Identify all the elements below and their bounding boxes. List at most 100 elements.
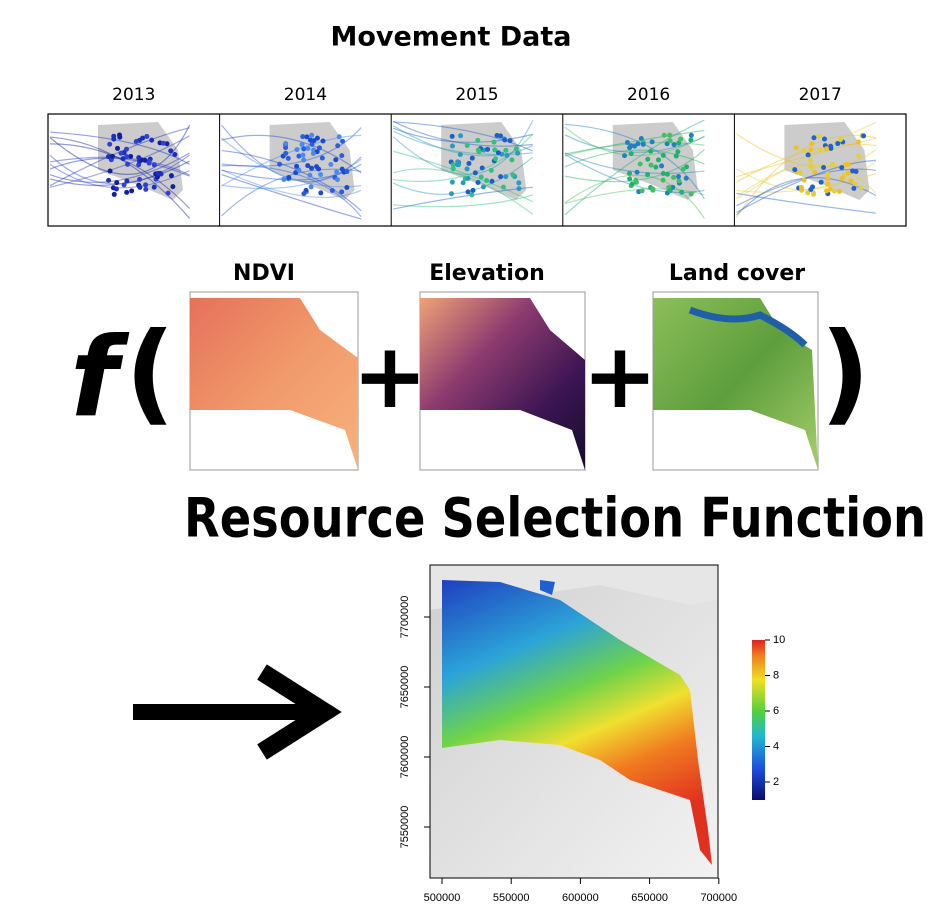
track (393, 168, 534, 215)
location (851, 185, 857, 191)
track (564, 141, 705, 157)
location (310, 151, 316, 157)
location (465, 175, 471, 181)
track (393, 121, 534, 152)
location (151, 184, 157, 190)
location (637, 161, 643, 167)
location (825, 181, 831, 187)
location (816, 133, 822, 139)
track (564, 149, 705, 183)
location (299, 142, 305, 148)
location (485, 146, 491, 152)
location (650, 187, 656, 193)
location (484, 178, 490, 184)
location (649, 139, 655, 145)
location (450, 162, 456, 168)
open-paren: ( (125, 308, 175, 436)
location (811, 191, 817, 197)
location (808, 163, 814, 169)
location (676, 174, 682, 180)
track (221, 134, 362, 174)
location (460, 180, 466, 186)
location (664, 141, 670, 147)
location (329, 187, 335, 193)
location (502, 137, 508, 143)
location (838, 136, 844, 142)
location (300, 152, 306, 158)
year-label: 2015 (455, 85, 498, 105)
location (164, 141, 170, 147)
rsf-surface (442, 580, 712, 865)
location (118, 150, 124, 156)
location (808, 186, 814, 192)
location (676, 140, 682, 146)
location (475, 137, 481, 143)
y-tick-label: 7700000 (399, 596, 411, 639)
location (124, 189, 130, 195)
location (808, 147, 814, 153)
location (807, 158, 813, 164)
location (633, 177, 639, 183)
location (798, 170, 804, 176)
panel-frame (47, 113, 907, 227)
ndvi-map (190, 298, 358, 470)
track (736, 192, 877, 214)
location (344, 184, 350, 190)
track (736, 137, 877, 178)
x-tick-label: 500000 (424, 892, 461, 904)
location (470, 187, 476, 193)
location (121, 182, 127, 188)
covariate-label: NDVI (233, 261, 295, 286)
location (123, 146, 129, 152)
location (168, 148, 174, 154)
location (318, 172, 324, 178)
location (475, 147, 481, 153)
location (812, 169, 818, 175)
track (393, 133, 534, 182)
location (115, 145, 121, 151)
location (688, 137, 694, 143)
land (784, 122, 870, 200)
location (495, 150, 501, 156)
location (107, 141, 113, 147)
track (392, 130, 533, 156)
location (825, 171, 831, 177)
location (296, 153, 302, 159)
location (843, 162, 849, 168)
function-symbol: f (70, 313, 130, 441)
location (309, 141, 315, 147)
location (455, 162, 461, 168)
legend-tick-label: 6 (773, 705, 779, 717)
location (320, 138, 326, 144)
y-tick-label: 7550000 (399, 806, 411, 849)
location (458, 133, 464, 139)
location (853, 168, 859, 174)
location (318, 190, 324, 196)
location (479, 165, 485, 171)
location (688, 132, 694, 138)
location (465, 189, 471, 195)
location (344, 169, 350, 175)
track (221, 173, 362, 220)
location (449, 133, 455, 139)
location (675, 149, 681, 155)
location (683, 175, 689, 181)
location (294, 163, 300, 169)
location (639, 188, 645, 194)
covariate-label: Land cover (669, 261, 805, 286)
location (660, 177, 666, 183)
location (498, 133, 504, 139)
arrow (133, 664, 342, 760)
track (393, 194, 533, 208)
location (286, 175, 292, 181)
location (824, 188, 830, 194)
location (805, 152, 811, 158)
location (105, 154, 111, 160)
location (128, 153, 134, 159)
x-tick-label: 550000 (493, 892, 530, 904)
location (124, 154, 130, 160)
location (316, 145, 322, 151)
x-tick-label: 700000 (700, 892, 737, 904)
location (117, 132, 123, 138)
location (622, 153, 628, 159)
